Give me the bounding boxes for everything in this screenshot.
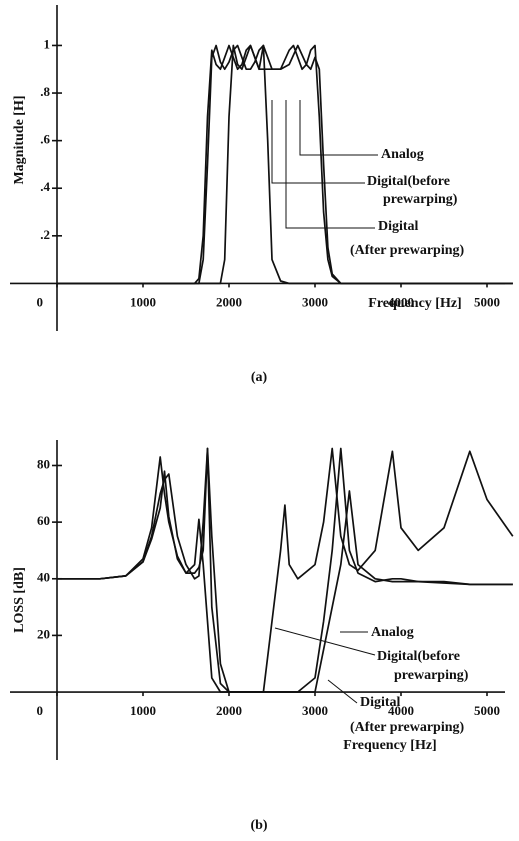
x-tick-label: 1000	[130, 703, 156, 718]
leader-line	[327, 679, 358, 704]
series-line	[57, 447, 513, 693]
x-tick-label: 0	[37, 703, 44, 718]
series-label: Analog	[371, 625, 414, 640]
leader-line	[271, 100, 365, 184]
leader-line	[285, 100, 375, 229]
y-tick-label: .4	[40, 179, 50, 194]
x-tick-label: 5000	[474, 294, 500, 309]
x-tick-label: 2000	[216, 703, 242, 718]
series-label: Digital(before	[377, 649, 460, 664]
series-label: prewarping)	[394, 668, 469, 683]
x-tick-label: 2000	[216, 294, 242, 309]
series-line	[57, 44, 513, 285]
series-label: (After prewarping)	[350, 243, 465, 258]
series-label: prewarping)	[383, 192, 458, 207]
x-tick-label: 3000	[302, 703, 328, 718]
y-tick-label: 1	[44, 36, 51, 51]
series-line	[57, 44, 513, 285]
y-tick-label: .2	[40, 227, 50, 242]
series-line	[57, 44, 513, 285]
series-label: Digital	[360, 695, 401, 710]
leader-line	[274, 627, 376, 656]
leader-line	[299, 100, 378, 156]
y-tick-label: .6	[40, 132, 50, 147]
x-tick-label: 4000	[388, 703, 414, 718]
caption: (b)	[250, 818, 267, 833]
y-tick-label: .8	[40, 84, 50, 99]
x-axis-label: Frequency [Hz]	[343, 738, 436, 753]
x-tick-label: 1000	[130, 294, 156, 309]
x-axis-label: Frequency [Hz]	[368, 296, 461, 311]
series-label: Digital	[378, 219, 419, 234]
series-label: Analog	[381, 147, 424, 162]
x-tick-label: 3000	[302, 294, 328, 309]
y-axis-label: Magnitude [H]	[12, 95, 27, 184]
y-tick-label: 40	[37, 570, 50, 585]
caption: (a)	[251, 370, 268, 385]
y-tick-label: 60	[37, 513, 50, 528]
y-axis-label: LOSS [dB]	[12, 567, 27, 633]
x-tick-label: 0	[37, 294, 44, 309]
x-tick-label: 4000	[388, 294, 414, 309]
y-tick-label: 20	[37, 626, 50, 641]
series-label: (After prewarping)	[350, 720, 465, 735]
y-tick-label: 80	[37, 456, 50, 471]
x-tick-label: 5000	[474, 703, 500, 718]
series-label: Digital(before	[367, 174, 450, 189]
